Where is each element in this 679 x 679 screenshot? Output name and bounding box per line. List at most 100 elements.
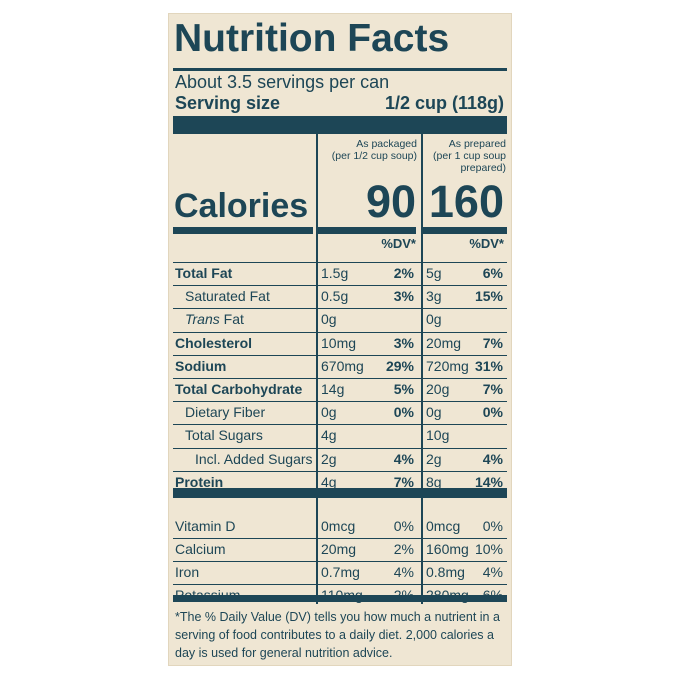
row-divider <box>173 584 507 585</box>
dv-packaged: 29% <box>385 357 414 374</box>
serving-size-label: Serving size <box>175 93 281 113</box>
vitamin-name: Vitamin D <box>175 518 236 534</box>
column-header-line: (per 1/2 cup soup) <box>331 150 417 162</box>
dv-header-prepared: %DV* <box>469 236 504 251</box>
dv-prepared: 7% <box>482 381 503 397</box>
panel-title: Nutrition Facts <box>174 17 450 60</box>
row-divider <box>173 470 507 472</box>
column-divider-packaged <box>316 134 318 604</box>
nutrition-facts-panel: Nutrition Facts About 3.5 servings per c… <box>168 13 512 666</box>
dv-packaged: 0% <box>393 404 414 421</box>
dv-packaged: 2% <box>393 265 414 281</box>
nutrient-name: Dietary Fiber <box>185 404 266 421</box>
column-header-line: As packaged <box>356 138 417 150</box>
column-header-prepared: As prepared (per 1 cup soup prepared) <box>433 138 506 174</box>
dv-packaged: 7% <box>393 473 414 490</box>
amount-prepared: 160mg <box>426 541 469 557</box>
amount-packaged: 670mg <box>321 357 364 374</box>
dv-prepared: 10% <box>474 541 503 557</box>
dv-packaged: 4% <box>393 450 414 467</box>
amount-packaged: 1.5g <box>321 265 349 281</box>
column-divider-prepared <box>421 134 423 604</box>
dv-prepared: 31% <box>474 357 503 374</box>
calories-label: Calories <box>174 187 309 225</box>
calories-packaged: 90 <box>365 176 416 227</box>
dv-packaged: 5% <box>393 381 414 397</box>
dv-header-packaged: %DV* <box>381 236 416 251</box>
amount-packaged: 0g <box>321 404 337 421</box>
calories-rule-left <box>173 227 313 234</box>
amount-packaged: 0.5g <box>321 288 349 305</box>
amount-prepared: 10g <box>426 427 450 444</box>
row-divider <box>173 262 507 263</box>
row-divider <box>173 331 507 333</box>
amount-packaged: 0mcg <box>321 518 356 534</box>
amount-packaged: 20mg <box>321 541 357 557</box>
amount-packaged: 14g <box>321 381 345 397</box>
amount-packaged: 2g <box>321 450 337 467</box>
amount-packaged: 0.7mg <box>321 564 360 580</box>
amount-packaged: 10mg <box>321 334 357 351</box>
dv-packaged: 2% <box>393 541 414 557</box>
dv-prepared: 7% <box>482 334 503 351</box>
nutrient-name: Protein <box>175 473 224 490</box>
row-divider <box>173 561 507 562</box>
column-header-packaged: As packaged (per 1/2 cup soup) <box>332 138 417 162</box>
dv-prepared: 4% <box>482 450 503 467</box>
dv-packaged: 3% <box>393 288 414 305</box>
calories-rule-packaged <box>318 227 416 234</box>
column-header-line: (per 1 cup soup <box>433 150 506 162</box>
nutrient-name: Incl. Added Sugars <box>195 450 313 467</box>
nutrient-name: Total Sugars <box>185 427 263 444</box>
row-divider <box>173 285 507 287</box>
vitamin-name: Calcium <box>175 541 226 557</box>
nutrient-name: Trans Fat <box>185 311 244 328</box>
nutrient-name: Sodium <box>175 357 227 374</box>
dv-prepared: 15% <box>474 288 503 305</box>
calories-prepared: 160 <box>428 176 504 227</box>
amount-packaged: 0g <box>321 311 337 328</box>
row-divider <box>173 354 507 356</box>
amount-prepared: 5g <box>426 265 442 281</box>
nutrient-name: Saturated Fat <box>185 288 270 305</box>
vitamin-name: Iron <box>175 564 200 580</box>
dv-prepared: 14% <box>474 473 503 490</box>
serving-size-rule <box>173 116 507 134</box>
row-divider <box>173 447 507 449</box>
amount-packaged: 4g <box>321 473 337 490</box>
column-header-line: prepared) <box>460 162 506 174</box>
amount-prepared: 8g <box>426 473 442 490</box>
dv-packaged: 4% <box>393 564 414 580</box>
amount-prepared: 20g <box>426 381 450 397</box>
row-divider <box>173 538 507 539</box>
nutrient-name-emphasis: Trans <box>185 311 220 328</box>
daily-value-footnote: *The % Daily Value (DV) tells you how mu… <box>175 610 500 660</box>
dv-prepared: 0% <box>482 404 503 421</box>
amount-prepared: 0.8mg <box>426 564 465 580</box>
servings-per-container: About 3.5 servings per can <box>175 72 390 92</box>
amount-prepared: 0g <box>426 404 442 421</box>
amount-packaged: 4g <box>321 427 337 444</box>
nutrient-name-rest: Fat <box>219 311 244 328</box>
amount-prepared: 2g <box>426 450 442 467</box>
serving-size-value: 1/2 cup (118g) <box>384 93 504 113</box>
nutrient-name: Cholesterol <box>175 334 253 351</box>
dv-prepared: 0% <box>482 518 503 534</box>
calories-rule-prepared <box>423 227 507 234</box>
protein-rule <box>173 488 507 498</box>
amount-prepared: 720mg <box>426 357 469 374</box>
row-divider <box>173 424 507 426</box>
dv-packaged: 3% <box>393 334 414 351</box>
amount-prepared: 3g <box>426 288 442 305</box>
amount-prepared: 20mg <box>426 334 462 351</box>
nutrient-name: Total Fat <box>175 265 233 281</box>
title-rule <box>173 68 507 71</box>
dv-prepared: 4% <box>482 564 503 580</box>
amount-prepared: 0mcg <box>426 518 461 534</box>
row-divider <box>173 401 507 403</box>
nutrient-name: Total Carbohydrate <box>175 381 303 397</box>
column-header-line: As prepared <box>448 138 506 150</box>
dv-packaged: 0% <box>393 518 414 534</box>
footnote-rule <box>173 595 507 602</box>
row-divider <box>173 378 507 379</box>
